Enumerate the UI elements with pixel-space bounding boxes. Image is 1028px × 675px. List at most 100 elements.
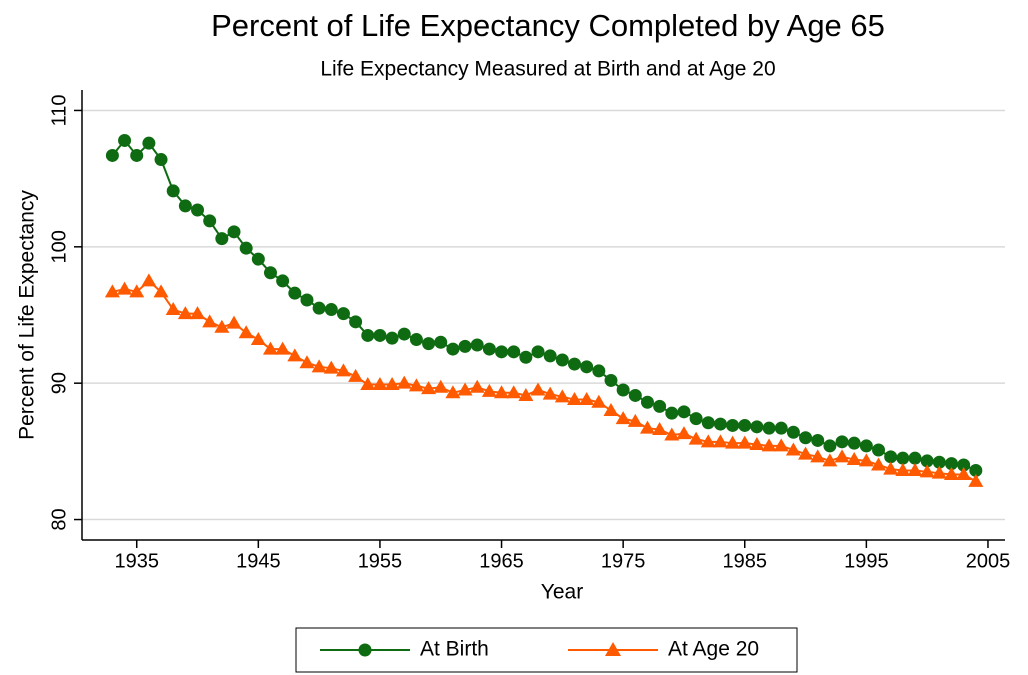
marker — [288, 286, 302, 300]
marker — [773, 438, 789, 452]
marker — [858, 453, 874, 467]
marker — [275, 341, 291, 355]
marker — [312, 301, 326, 315]
marker — [214, 319, 230, 333]
marker — [434, 335, 448, 349]
marker — [238, 325, 254, 339]
marker — [397, 327, 411, 341]
marker — [531, 345, 545, 359]
marker — [811, 433, 825, 447]
marker — [786, 425, 800, 439]
legend-label: At Age 20 — [668, 638, 759, 661]
marker — [676, 426, 692, 440]
y-tick-label: 90 — [48, 372, 70, 394]
marker — [166, 184, 180, 198]
marker — [373, 328, 387, 342]
x-tick-label: 1965 — [479, 550, 524, 572]
marker — [154, 153, 168, 167]
marker — [628, 388, 642, 402]
marker — [785, 442, 801, 456]
y-tick-label: 110 — [48, 95, 70, 127]
x-tick-label: 1985 — [723, 550, 768, 572]
y-axis-title: Percent of Life Expectancy — [16, 190, 39, 440]
x-tick-label: 1955 — [358, 550, 403, 572]
marker — [555, 353, 569, 367]
marker — [311, 359, 327, 373]
marker — [384, 377, 400, 391]
legend-label: At Birth — [420, 638, 489, 661]
marker — [580, 360, 594, 374]
marker — [592, 364, 606, 378]
marker — [105, 148, 119, 162]
marker — [713, 417, 727, 431]
marker — [335, 363, 351, 377]
marker — [652, 422, 668, 436]
marker — [262, 341, 278, 355]
marker — [677, 405, 691, 419]
marker — [323, 360, 339, 374]
marker — [931, 465, 947, 479]
marker — [324, 303, 338, 317]
marker — [494, 385, 510, 399]
marker — [738, 418, 752, 432]
marker — [847, 436, 861, 450]
marker — [336, 307, 350, 321]
marker — [907, 462, 923, 476]
marker — [627, 413, 643, 427]
marker — [129, 284, 145, 298]
legend-marker — [605, 642, 621, 656]
marker — [920, 454, 934, 468]
marker — [361, 328, 375, 342]
marker — [543, 349, 557, 363]
marker — [834, 449, 850, 463]
marker — [349, 315, 363, 329]
marker — [469, 379, 485, 393]
marker — [263, 266, 277, 280]
marker — [300, 293, 314, 307]
marker — [712, 434, 728, 448]
marker — [226, 315, 242, 329]
marker — [190, 306, 206, 320]
marker — [141, 273, 157, 287]
marker — [251, 252, 265, 266]
marker — [299, 355, 315, 369]
marker — [737, 435, 753, 449]
marker — [749, 437, 765, 451]
marker — [908, 451, 922, 465]
x-tick-label: 1975 — [601, 550, 646, 572]
marker — [799, 431, 813, 445]
marker — [761, 438, 777, 452]
marker — [433, 379, 449, 393]
marker — [385, 331, 399, 345]
marker — [287, 348, 303, 362]
marker — [957, 458, 971, 472]
marker — [883, 461, 899, 475]
marker — [446, 342, 460, 356]
marker — [227, 225, 241, 239]
marker — [640, 395, 654, 409]
marker — [884, 450, 898, 464]
marker — [919, 464, 935, 478]
marker — [165, 302, 181, 316]
marker — [846, 452, 862, 466]
marker — [118, 133, 132, 147]
x-tick-label: 1945 — [236, 550, 281, 572]
marker — [191, 203, 205, 217]
marker — [810, 449, 826, 463]
y-tick-label: 100 — [48, 230, 70, 263]
marker — [470, 338, 484, 352]
marker — [725, 435, 741, 449]
marker — [481, 383, 497, 397]
marker — [872, 443, 886, 457]
marker — [639, 420, 655, 434]
marker — [896, 451, 910, 465]
marker — [457, 382, 473, 396]
marker — [604, 373, 618, 387]
marker — [239, 241, 253, 255]
marker — [519, 350, 533, 364]
marker — [518, 387, 534, 401]
marker — [421, 381, 437, 395]
marker — [554, 389, 570, 403]
marker — [117, 281, 133, 295]
marker — [774, 421, 788, 435]
